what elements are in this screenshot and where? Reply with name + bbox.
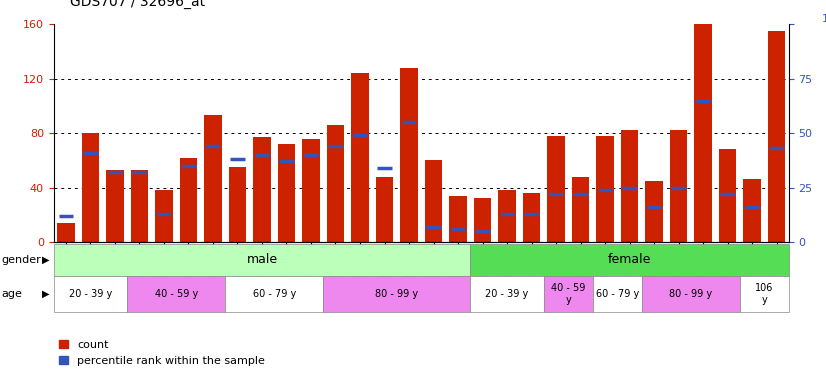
Text: age: age xyxy=(2,289,22,299)
Bar xyxy=(670,130,687,242)
Bar xyxy=(229,167,246,242)
Bar xyxy=(57,223,74,242)
Bar xyxy=(740,276,789,312)
Text: 60 - 79 y: 60 - 79 y xyxy=(596,289,639,299)
Bar xyxy=(327,125,344,242)
Bar xyxy=(572,177,589,242)
Text: 20 - 39 y: 20 - 39 y xyxy=(486,289,529,299)
Text: 40 - 59 y: 40 - 59 y xyxy=(154,289,198,299)
Bar xyxy=(768,31,786,242)
Bar xyxy=(621,130,638,242)
Bar xyxy=(131,170,148,242)
Bar xyxy=(743,179,761,242)
Bar xyxy=(278,144,295,242)
Bar xyxy=(642,276,740,312)
Bar xyxy=(82,133,99,242)
Bar xyxy=(376,177,393,242)
Bar xyxy=(225,276,323,312)
Bar xyxy=(470,276,544,312)
Bar xyxy=(180,158,197,242)
Bar xyxy=(254,137,271,242)
Bar xyxy=(107,170,124,242)
Bar xyxy=(695,24,712,242)
Bar xyxy=(302,139,320,242)
Text: 100%: 100% xyxy=(822,14,826,24)
Text: ▶: ▶ xyxy=(42,255,50,265)
Bar xyxy=(544,276,593,312)
Bar xyxy=(593,276,642,312)
Text: 106
y: 106 y xyxy=(755,284,773,305)
Bar xyxy=(351,74,368,242)
Text: male: male xyxy=(246,253,278,266)
Bar xyxy=(719,149,736,242)
Bar xyxy=(204,116,221,242)
Text: 60 - 79 y: 60 - 79 y xyxy=(253,289,296,299)
Text: female: female xyxy=(608,253,651,266)
Bar xyxy=(645,181,662,242)
Bar xyxy=(425,160,442,242)
Bar xyxy=(523,193,540,242)
Bar xyxy=(54,276,127,312)
Text: 40 - 59
y: 40 - 59 y xyxy=(551,284,586,305)
Bar xyxy=(401,68,418,242)
Bar xyxy=(54,244,470,276)
Bar xyxy=(155,190,173,242)
Bar xyxy=(548,136,565,242)
Legend: count, percentile rank within the sample: count, percentile rank within the sample xyxy=(59,340,265,366)
Text: 20 - 39 y: 20 - 39 y xyxy=(69,289,112,299)
Bar xyxy=(498,190,515,242)
Bar xyxy=(323,276,470,312)
Text: GDS707 / 32696_at: GDS707 / 32696_at xyxy=(70,0,206,9)
Text: ▶: ▶ xyxy=(42,289,50,299)
Bar xyxy=(596,136,614,242)
Text: 80 - 99 y: 80 - 99 y xyxy=(375,289,418,299)
Text: gender: gender xyxy=(2,255,41,265)
Text: 80 - 99 y: 80 - 99 y xyxy=(669,289,712,299)
Bar xyxy=(127,276,225,312)
Bar xyxy=(470,244,789,276)
Bar xyxy=(449,196,467,242)
Bar xyxy=(474,198,491,242)
